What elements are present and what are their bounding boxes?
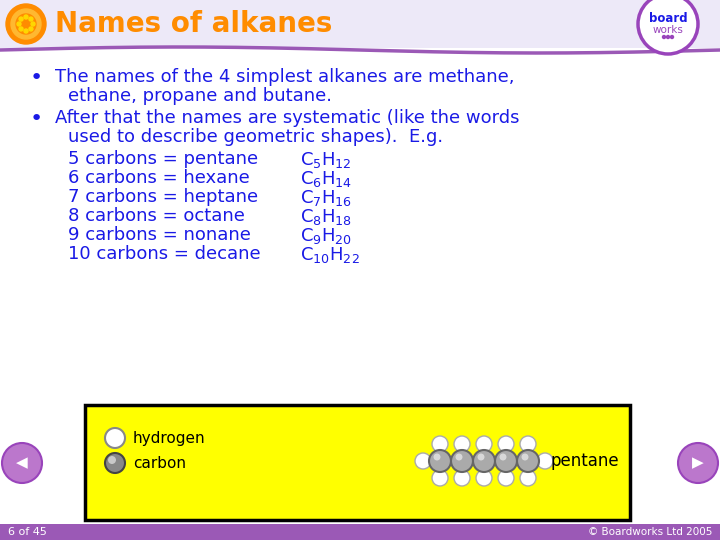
Circle shape bbox=[537, 453, 553, 469]
Circle shape bbox=[19, 17, 23, 21]
Text: 8 carbons = octane: 8 carbons = octane bbox=[68, 207, 245, 225]
Circle shape bbox=[456, 454, 462, 461]
Circle shape bbox=[432, 470, 448, 486]
Circle shape bbox=[454, 470, 470, 486]
Circle shape bbox=[11, 9, 41, 39]
Circle shape bbox=[16, 14, 36, 34]
Circle shape bbox=[520, 436, 536, 452]
Circle shape bbox=[17, 22, 21, 26]
Circle shape bbox=[476, 470, 492, 486]
Circle shape bbox=[500, 454, 506, 461]
Text: C$_{10}$H$_{22}$: C$_{10}$H$_{22}$ bbox=[300, 245, 360, 265]
Text: 7 carbons = heptane: 7 carbons = heptane bbox=[68, 188, 258, 206]
Text: Names of alkanes: Names of alkanes bbox=[55, 10, 333, 38]
Text: The names of the 4 simplest alkanes are methane,: The names of the 4 simplest alkanes are … bbox=[55, 68, 515, 86]
Circle shape bbox=[454, 436, 470, 452]
FancyBboxPatch shape bbox=[0, 0, 720, 48]
Circle shape bbox=[520, 470, 536, 486]
Text: 5 carbons = pentane: 5 carbons = pentane bbox=[68, 150, 258, 168]
Circle shape bbox=[473, 450, 495, 472]
Circle shape bbox=[638, 0, 698, 54]
Circle shape bbox=[6, 4, 46, 44]
Circle shape bbox=[451, 450, 473, 472]
Text: ▶: ▶ bbox=[692, 456, 704, 470]
Circle shape bbox=[498, 470, 514, 486]
Circle shape bbox=[24, 15, 28, 19]
Text: hydrogen: hydrogen bbox=[133, 430, 206, 445]
Text: C$_6$H$_{14}$: C$_6$H$_{14}$ bbox=[300, 169, 352, 189]
Circle shape bbox=[521, 454, 528, 461]
Text: works: works bbox=[652, 25, 683, 35]
Text: C$_7$H$_{16}$: C$_7$H$_{16}$ bbox=[300, 188, 352, 208]
Text: 9 carbons = nonane: 9 carbons = nonane bbox=[68, 226, 251, 244]
Text: After that the names are systematic (like the words: After that the names are systematic (lik… bbox=[55, 109, 520, 127]
Circle shape bbox=[415, 453, 431, 469]
Circle shape bbox=[498, 436, 514, 452]
Text: board: board bbox=[649, 12, 688, 25]
Circle shape bbox=[495, 450, 517, 472]
Circle shape bbox=[433, 454, 441, 461]
Text: C$_5$H$_{12}$: C$_5$H$_{12}$ bbox=[300, 150, 352, 170]
Circle shape bbox=[108, 456, 116, 464]
Circle shape bbox=[670, 36, 673, 38]
Circle shape bbox=[105, 428, 125, 448]
Text: C$_9$H$_{20}$: C$_9$H$_{20}$ bbox=[300, 226, 352, 246]
FancyBboxPatch shape bbox=[0, 524, 720, 540]
Text: C$_8$H$_{18}$: C$_8$H$_{18}$ bbox=[300, 207, 352, 227]
FancyBboxPatch shape bbox=[85, 405, 630, 520]
Circle shape bbox=[429, 450, 451, 472]
Circle shape bbox=[517, 450, 539, 472]
Circle shape bbox=[667, 36, 670, 38]
Circle shape bbox=[476, 436, 492, 452]
Circle shape bbox=[105, 453, 125, 473]
Text: 6 of 45: 6 of 45 bbox=[8, 527, 47, 537]
Text: •: • bbox=[30, 68, 43, 88]
Text: used to describe geometric shapes).  E.g.: used to describe geometric shapes). E.g. bbox=[68, 128, 443, 146]
Text: © Boardworks Ltd 2005: © Boardworks Ltd 2005 bbox=[588, 527, 712, 537]
Circle shape bbox=[31, 22, 35, 26]
Text: pentane: pentane bbox=[551, 452, 620, 470]
Text: carbon: carbon bbox=[133, 456, 186, 470]
Text: ◀: ◀ bbox=[16, 456, 28, 470]
Text: •: • bbox=[30, 109, 43, 129]
Circle shape bbox=[477, 454, 485, 461]
Circle shape bbox=[24, 29, 28, 33]
Text: 6 carbons = hexane: 6 carbons = hexane bbox=[68, 169, 250, 187]
Circle shape bbox=[432, 436, 448, 452]
Circle shape bbox=[19, 27, 23, 31]
Circle shape bbox=[678, 443, 718, 483]
Circle shape bbox=[29, 17, 33, 21]
Text: 10 carbons = decane: 10 carbons = decane bbox=[68, 245, 261, 263]
Circle shape bbox=[662, 36, 665, 38]
Circle shape bbox=[2, 443, 42, 483]
Text: ethane, propane and butane.: ethane, propane and butane. bbox=[68, 87, 332, 105]
Circle shape bbox=[29, 27, 33, 31]
